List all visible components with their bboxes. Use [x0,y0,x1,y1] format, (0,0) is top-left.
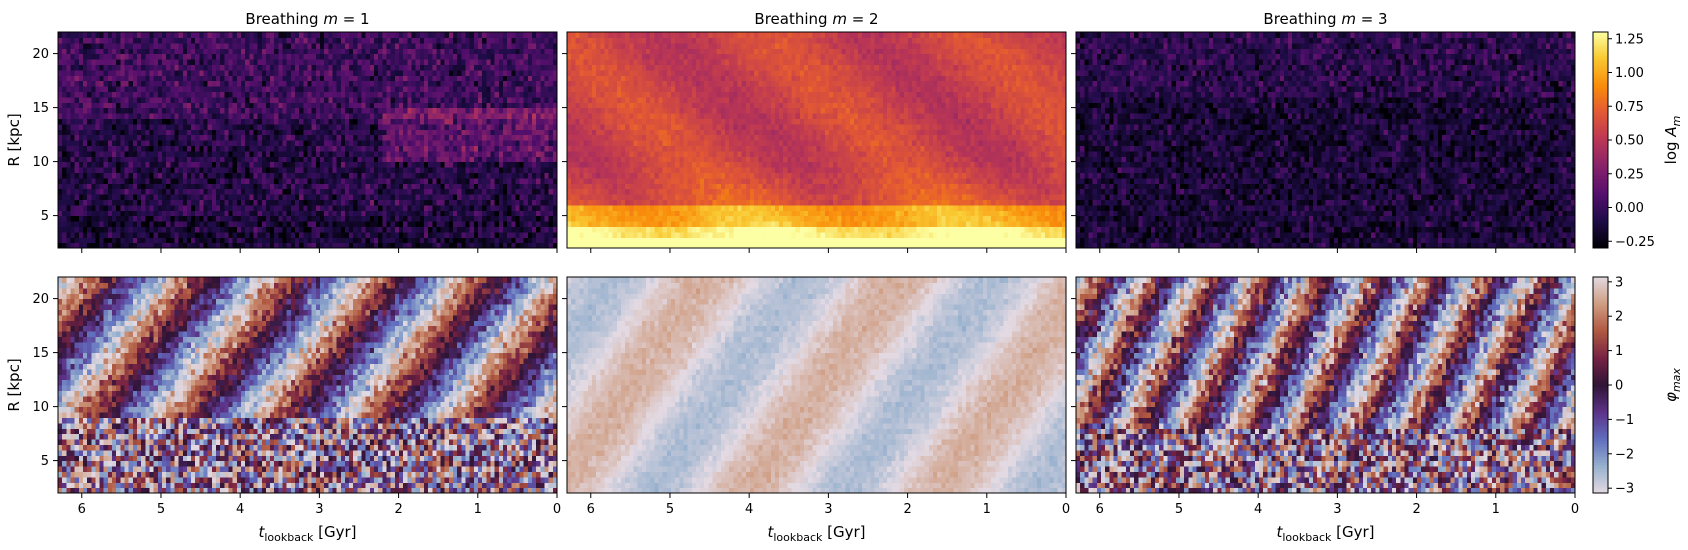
colorbar-1 [1593,32,1608,249]
x-tick-label: 5 [157,502,165,517]
heatmap-panel-r2-m1 [58,277,558,494]
colorbar-tick-label: 0.75 [1615,100,1644,115]
x-axis-label: tlookback [Gyr] [258,523,356,544]
x-tick-label: 1 [983,502,991,517]
x-tick-label: 3 [824,502,832,517]
colorbar-tick-label: 1.25 [1615,32,1644,47]
x-tick-label: 0 [553,502,561,517]
colorbar-tick-label: 0.25 [1615,167,1644,182]
x-tick-label: 2 [394,502,402,517]
x-tick-label: 0 [1571,502,1579,517]
x-tick-label: 1 [474,502,482,517]
colorbar-tick-label: 3 [1615,275,1623,290]
x-tick-label: 5 [666,502,674,517]
x-tick-label: 1 [1492,502,1500,517]
colorbar-tick-label: 0.00 [1615,201,1644,216]
y-tick-label: 10 [32,400,49,415]
colorbar-tick-label: −0.25 [1615,235,1655,250]
x-tick-label: 0 [1062,502,1070,517]
y-tick-label: 5 [41,209,49,224]
colorbar-tick-label: 1 [1615,344,1623,359]
colorbars-layer [1593,32,1612,494]
x-tick-label: 4 [745,502,753,517]
colorbar-tick-label: 0.50 [1615,134,1644,149]
heatmap-panel-r1-m1 [58,32,558,249]
colorbar-tick-label: 0 [1615,379,1623,394]
y-tick-label: 15 [32,346,49,361]
colorbar-tick-label: −3 [1615,482,1634,497]
x-tick-label: 5 [1175,502,1183,517]
x-tick-label: 6 [78,502,86,517]
x-tick-label: 4 [1254,502,1262,517]
heatmap-panel-r1-m3 [1076,32,1576,249]
x-tick-label: 6 [1096,502,1104,517]
colorbar-tick-label: −1 [1615,413,1634,428]
heatmap-panel-r2-m2 [567,277,1067,494]
colorbar-2 [1593,277,1608,494]
y-tick-label: 10 [32,155,49,170]
panel-title-m3: Breathing m = 3 [1263,10,1387,28]
x-axis-label: tlookback [Gyr] [767,523,865,544]
colorbar-label: log Am [1662,116,1683,165]
x-tick-label: 3 [315,502,323,517]
y-tick-label: 20 [32,292,49,307]
colorbar-tick-label: 1.00 [1615,66,1644,81]
x-tick-label: 4 [236,502,244,517]
y-tick-label: 15 [32,101,49,116]
heatmap-panel-r2-m3 [1076,277,1576,494]
x-axis-label: tlookback [Gyr] [1276,523,1374,544]
colorbar-tick-label: 2 [1615,310,1623,325]
x-tick-label: 2 [1412,502,1420,517]
x-tick-label: 6 [587,502,595,517]
panel-title-m1: Breathing m = 1 [245,10,369,28]
x-tick-label: 3 [1333,502,1341,517]
panel-title-m2: Breathing m = 2 [754,10,878,28]
panels-layer [53,32,1576,498]
y-axis-label: R [kpc] [5,113,23,166]
heatmap-panel-r1-m2 [567,32,1067,249]
x-tick-label: 2 [903,502,911,517]
colorbar-tick-label: −2 [1615,447,1634,462]
y-tick-label: 5 [41,454,49,469]
y-tick-label: 20 [32,47,49,62]
colorbar-label: φmax [1662,368,1683,402]
y-axis-label: R [kpc] [5,358,23,411]
